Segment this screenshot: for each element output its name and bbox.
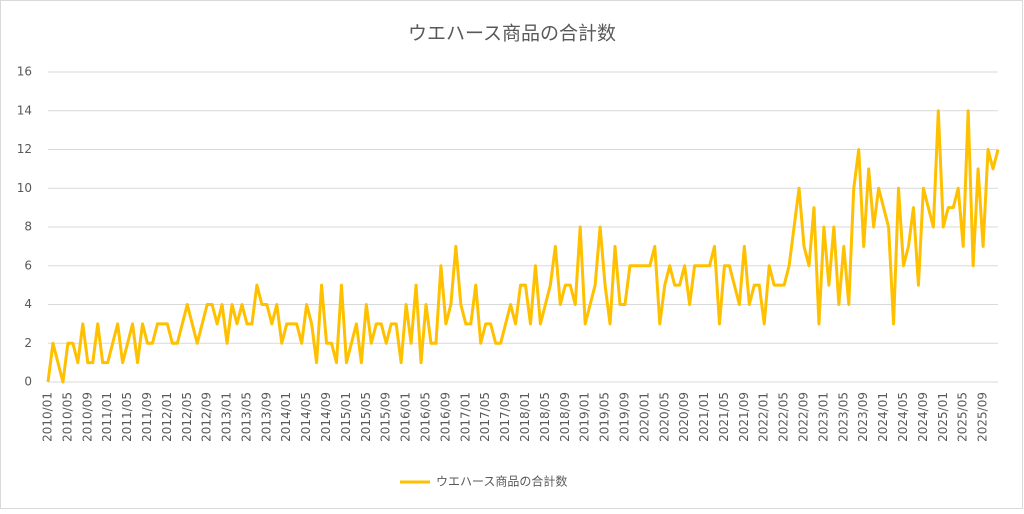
x-tick-label: 2023/01 xyxy=(816,392,830,442)
y-tick-label: 8 xyxy=(24,220,32,234)
x-tick-label: 2022/09 xyxy=(797,392,811,442)
x-tick-label: 2017/09 xyxy=(498,392,512,442)
x-tick-label: 2010/05 xyxy=(60,392,74,442)
x-tick-label: 2024/05 xyxy=(896,392,910,442)
x-tick-label: 2021/01 xyxy=(697,392,711,442)
x-tick-label: 2011/09 xyxy=(140,392,154,442)
x-tick-label: 2019/09 xyxy=(617,392,631,442)
x-tick-label: 2020/09 xyxy=(677,392,691,442)
x-tick-label: 2012/01 xyxy=(160,392,174,442)
x-tick-label: 2017/01 xyxy=(458,392,472,442)
x-tick-label: 2020/05 xyxy=(657,392,671,442)
chart-title: ウエハース商品の合計数 xyxy=(408,23,616,45)
x-tick-label: 2015/09 xyxy=(379,392,393,442)
x-tick-label: 2013/01 xyxy=(220,392,234,442)
x-tick-label: 2015/05 xyxy=(359,392,373,442)
x-tick-label: 2010/09 xyxy=(80,392,94,442)
x-tick-label: 2013/09 xyxy=(259,392,273,442)
data-line xyxy=(46,109,1000,384)
x-tick-label: 2014/09 xyxy=(319,392,333,442)
legend-label: ウエハース商品の合計数 xyxy=(436,474,567,489)
y-tick-label: 14 xyxy=(17,103,32,117)
y-tick-label: 10 xyxy=(17,181,32,195)
x-tick-label: 2016/05 xyxy=(419,392,433,442)
x-tick-label: 2025/09 xyxy=(976,392,990,442)
x-tick-label: 2024/09 xyxy=(916,392,930,442)
x-tick-label: 2019/05 xyxy=(598,392,612,442)
y-tick-label: 0 xyxy=(24,375,32,389)
x-tick-label: 2025/05 xyxy=(956,392,970,442)
x-tick-label: 2021/05 xyxy=(717,392,731,442)
x-tick-label: 2017/05 xyxy=(478,392,492,442)
x-tick-label: 2014/05 xyxy=(299,392,313,442)
x-tick-label: 2021/09 xyxy=(737,392,751,442)
y-tick-label: 2 xyxy=(24,336,32,350)
x-tick-label: 2020/01 xyxy=(637,392,651,442)
x-tick-label: 2022/05 xyxy=(777,392,791,442)
y-tick-label: 12 xyxy=(17,142,32,156)
x-tick-label: 2018/05 xyxy=(538,392,552,442)
x-tick-label: 2025/01 xyxy=(936,392,950,442)
x-tick-label: 2011/05 xyxy=(120,392,134,442)
x-tick-label: 2019/01 xyxy=(578,392,592,442)
x-tick-label: 2022/01 xyxy=(757,392,771,442)
x-tick-label: 2011/01 xyxy=(100,392,114,442)
x-tick-label: 2014/01 xyxy=(279,392,293,442)
x-tick-label: 2024/01 xyxy=(876,392,890,442)
x-tick-label: 2023/05 xyxy=(836,392,850,442)
x-tick-label: 2023/09 xyxy=(856,392,870,442)
y-tick-label: 16 xyxy=(17,65,32,79)
x-tick-label: 2010/01 xyxy=(41,392,55,442)
y-tick-label: 6 xyxy=(24,258,32,272)
x-tick-label: 2018/01 xyxy=(518,392,532,442)
x-tick-label: 2016/09 xyxy=(438,392,452,442)
x-tick-label: 2015/01 xyxy=(339,392,353,442)
x-tick-label: 2012/09 xyxy=(200,392,214,442)
x-tick-label: 2016/01 xyxy=(399,392,413,442)
y-tick-label: 4 xyxy=(24,297,32,311)
x-tick-label: 2018/09 xyxy=(558,392,572,442)
x-tick-label: 2012/05 xyxy=(180,392,194,442)
x-tick-label: 2013/05 xyxy=(239,392,253,442)
